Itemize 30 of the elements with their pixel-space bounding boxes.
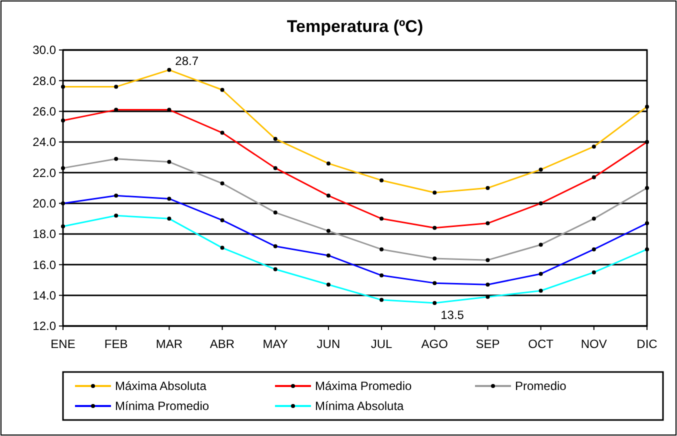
y-tick-label: 24.0 [32,135,56,150]
legend-label: Máxima Absoluta [115,379,207,394]
x-tick-label: JUN [316,337,340,351]
x-tick-label: NOV [580,337,607,351]
y-tick-label: 16.0 [32,258,56,272]
x-tick-label: MAR [156,337,183,351]
x-tick-label: MAY [262,337,288,351]
annotation: 13.5 [440,308,464,322]
y-tick-label: 12.0 [32,319,56,334]
chart-title: Temperatura (ºC) [286,17,424,36]
x-tick-label: OCT [528,337,554,351]
y-tick-label: 20.0 [32,196,56,211]
annotation: 28.7 [175,54,199,68]
legend-label: Promedio [515,379,567,394]
y-tick-label: 30.0 [32,43,56,58]
y-tick-label: 26.0 [32,104,56,119]
x-tick-label: AGO [421,337,448,351]
x-tick-label: SEP [476,337,500,351]
x-tick-label: FEB [104,337,128,351]
x-tick-label: ABR [210,337,235,351]
y-tick-label: 22.0 [32,166,56,180]
x-tick-label: ENE [50,337,76,351]
y-tick-label: 28.0 [32,74,56,88]
legend-label: Mínima Absoluta [315,399,404,414]
x-tick-label: JUL [370,337,393,351]
y-tick-label: 18.0 [32,227,56,242]
y-tick-label: 14.0 [32,288,56,303]
legend-label: Mínima Promedio [115,399,210,414]
legend-label: Máxima Promedio [315,379,412,394]
x-tick-label: DIC [636,337,658,351]
